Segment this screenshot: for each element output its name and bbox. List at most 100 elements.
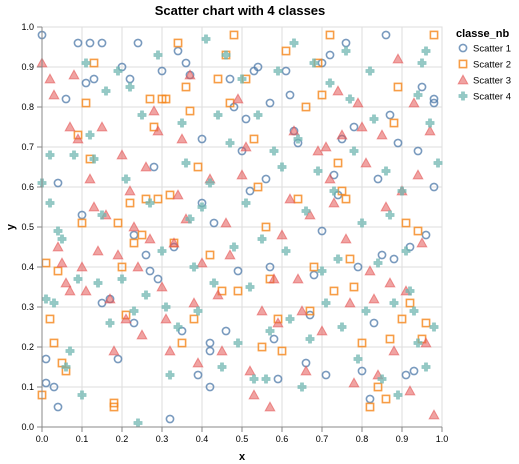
data-point bbox=[81, 78, 91, 88]
data-point bbox=[389, 254, 399, 264]
data-point bbox=[401, 370, 411, 380]
data-point bbox=[433, 158, 443, 168]
data-point bbox=[417, 82, 427, 92]
data-point bbox=[360, 157, 372, 168]
data-point bbox=[172, 189, 184, 200]
data-point bbox=[188, 297, 200, 308]
data-point bbox=[212, 289, 224, 300]
data-point bbox=[53, 226, 63, 236]
data-point bbox=[137, 110, 147, 120]
data-point bbox=[261, 374, 271, 384]
data-point bbox=[153, 274, 163, 284]
data-point bbox=[197, 202, 207, 212]
data-point bbox=[284, 193, 296, 204]
data-point bbox=[264, 401, 276, 412]
data-point bbox=[292, 273, 304, 284]
legend-label: Scatter 2 bbox=[473, 60, 511, 71]
data-point bbox=[257, 234, 267, 244]
data-point bbox=[56, 257, 68, 268]
data-point bbox=[129, 238, 139, 248]
data-point bbox=[165, 414, 175, 424]
data-point bbox=[97, 210, 107, 220]
data-point bbox=[364, 265, 376, 276]
data-point bbox=[64, 285, 76, 296]
chart-title: Scatter chart with 4 classes bbox=[155, 3, 326, 18]
data-point bbox=[365, 66, 375, 76]
data-point bbox=[104, 293, 116, 304]
data-point bbox=[305, 306, 315, 316]
data-point bbox=[312, 145, 324, 156]
data-point bbox=[341, 194, 351, 204]
data-point bbox=[277, 162, 287, 172]
x-tick-label: 0.0 bbox=[36, 434, 49, 444]
data-point bbox=[60, 277, 72, 288]
data-point bbox=[129, 230, 139, 240]
data-point bbox=[421, 318, 431, 328]
data-point bbox=[317, 226, 327, 236]
data-point bbox=[296, 305, 308, 316]
data-point bbox=[176, 133, 188, 144]
data-point bbox=[125, 82, 135, 92]
data-point bbox=[232, 93, 244, 104]
data-point bbox=[329, 186, 339, 196]
legend-symbol bbox=[457, 74, 469, 85]
data-point bbox=[265, 98, 275, 108]
data-point bbox=[385, 210, 395, 220]
y-tick-label: 0.3 bbox=[21, 302, 34, 312]
data-point bbox=[168, 237, 180, 248]
y-tick-label: 0.7 bbox=[21, 142, 34, 152]
data-point bbox=[69, 150, 79, 160]
data-points bbox=[36, 30, 443, 428]
data-point bbox=[365, 402, 375, 412]
data-point bbox=[173, 322, 183, 332]
data-point bbox=[245, 186, 255, 196]
data-point bbox=[109, 402, 119, 412]
data-point bbox=[421, 362, 431, 372]
data-point bbox=[409, 306, 419, 316]
y-tick-label: 0.2 bbox=[21, 342, 34, 352]
data-point bbox=[273, 66, 283, 76]
data-point bbox=[281, 66, 291, 76]
data-point bbox=[392, 53, 404, 64]
data-point bbox=[389, 118, 399, 128]
data-point bbox=[413, 226, 423, 236]
data-point bbox=[289, 38, 299, 48]
data-point bbox=[41, 258, 51, 268]
data-point bbox=[61, 94, 71, 104]
data-point bbox=[197, 134, 207, 144]
data-point bbox=[348, 377, 360, 388]
data-point bbox=[397, 314, 407, 324]
data-point bbox=[209, 218, 219, 228]
data-point bbox=[389, 298, 399, 308]
data-point bbox=[193, 306, 203, 316]
data-point bbox=[117, 274, 127, 284]
data-point bbox=[89, 74, 99, 84]
data-point bbox=[328, 197, 340, 208]
axes: 0.0 0.1 0.2 0.3 0.4 0.5 0.6 0.7 0.8 0.9 1.0 0.0 0.1 0… bbox=[21, 22, 448, 444]
data-point bbox=[316, 325, 328, 336]
legend-item: Scatter 2 bbox=[458, 60, 511, 71]
data-point bbox=[221, 50, 231, 60]
data-point bbox=[429, 182, 439, 192]
data-point bbox=[213, 110, 223, 120]
data-point bbox=[165, 190, 175, 200]
data-point bbox=[401, 246, 411, 256]
data-point bbox=[97, 298, 107, 308]
data-point bbox=[48, 89, 60, 100]
data-point bbox=[189, 262, 199, 272]
data-point bbox=[156, 281, 168, 292]
data-point bbox=[93, 278, 103, 288]
data-point bbox=[417, 58, 427, 68]
data-point bbox=[361, 306, 371, 316]
y-tick-label: 0.0 bbox=[21, 422, 34, 432]
data-point bbox=[333, 254, 343, 264]
data-point bbox=[268, 273, 280, 284]
data-point bbox=[384, 277, 396, 288]
data-point bbox=[72, 133, 84, 144]
data-point bbox=[196, 257, 208, 268]
data-point bbox=[153, 50, 163, 60]
data-point bbox=[269, 146, 279, 156]
data-point bbox=[381, 166, 391, 176]
data-point bbox=[233, 286, 243, 296]
data-point bbox=[89, 154, 99, 164]
